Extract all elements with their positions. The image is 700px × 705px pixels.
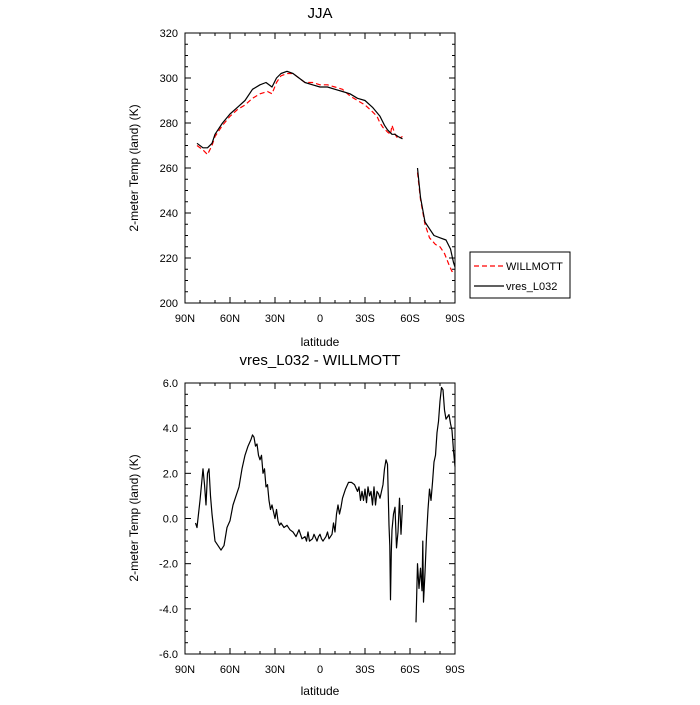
series-line-top-0-segment-1 [416,172,456,273]
x-tick-label: 60N [220,313,240,325]
y-tick-label: -4.0 [159,604,178,616]
panel-bottom-x-ticks: 90N 60N 30N 0 30S 60S 90S [175,383,465,676]
legend-label-vres: vres_L032 [506,281,557,293]
panel-top-plot-frame [184,32,456,304]
series-line-bottom-0-segment-0 [194,434,404,601]
series-line-top-0-segment-0 [196,72,403,156]
x-tick-label: 90N [175,664,195,676]
series-line-bottom-0-segment-1 [415,386,456,623]
panel-top-x-ticks: 90N 60N 30N 0 30S 60S 90S [175,33,465,325]
panel-bottom-x-axis-label: latitude [301,684,340,698]
y-tick-label: 280 [160,118,178,130]
y-tick-label: -2.0 [159,559,178,571]
panel-top-y-ticks: 200 220 240 260 280 300 320 [160,28,455,310]
y-tick-label: -6.0 [159,649,178,661]
series-line-top-1-segment-0 [196,70,403,149]
y-tick-label: 240 [160,208,178,220]
x-tick-label: 30N [265,313,285,325]
y-tick-label: 320 [160,28,178,40]
x-tick-label: 30S [355,313,375,325]
legend: WILLMOTT vres_L032 [469,251,571,299]
x-tick-label: 0 [317,664,323,676]
panel-top-x-axis-label: latitude [301,335,340,349]
legend-box [469,251,571,299]
panel-top: JJA 90N 60N 30N 0 30S 60S 90S 200 220 240 260 280 3… [127,5,571,349]
y-tick-label: 220 [160,253,178,265]
panel-top-title: JJA [307,5,332,22]
legend-label-willmott: WILLMOTT [506,261,563,273]
x-tick-label: 90S [445,664,465,676]
panel-bottom-title: vres_L032 - WILLMOTT [240,352,401,369]
panel-bottom-y-ticks: -6.0 -4.0 -2.0 0.0 2.0 4.0 6.0 [159,378,455,661]
panel-bottom-plot-frame [184,382,456,655]
panel-bottom: vres_L032 - WILLMOTT 90N 60N 30N 0 30S 60S 90S… [127,352,465,698]
series-line-top-1-segment-1 [416,167,456,268]
y-tick-label: 2.0 [163,468,178,480]
x-tick-label: 60S [400,313,420,325]
x-tick-label: 90S [445,313,465,325]
panel-bottom-y-axis-label: 2-meter Temp (land) (K) [127,454,141,581]
y-tick-label: 0.0 [163,514,178,526]
y-tick-label: 4.0 [163,423,178,435]
panel-top-y-axis-label: 2-meter Temp (land) (K) [127,104,141,231]
y-tick-label: 6.0 [163,378,178,390]
x-tick-label: 0 [317,313,323,325]
x-tick-label: 30N [265,664,285,676]
x-tick-label: 30S [355,664,375,676]
panel-top-series [196,70,456,273]
x-tick-label: 90N [175,313,195,325]
x-tick-label: 60S [400,664,420,676]
x-tick-label: 60N [220,664,240,676]
y-tick-label: 300 [160,73,178,85]
y-tick-label: 200 [160,298,178,310]
panel-bottom-series [194,386,456,623]
y-tick-label: 260 [160,163,178,175]
